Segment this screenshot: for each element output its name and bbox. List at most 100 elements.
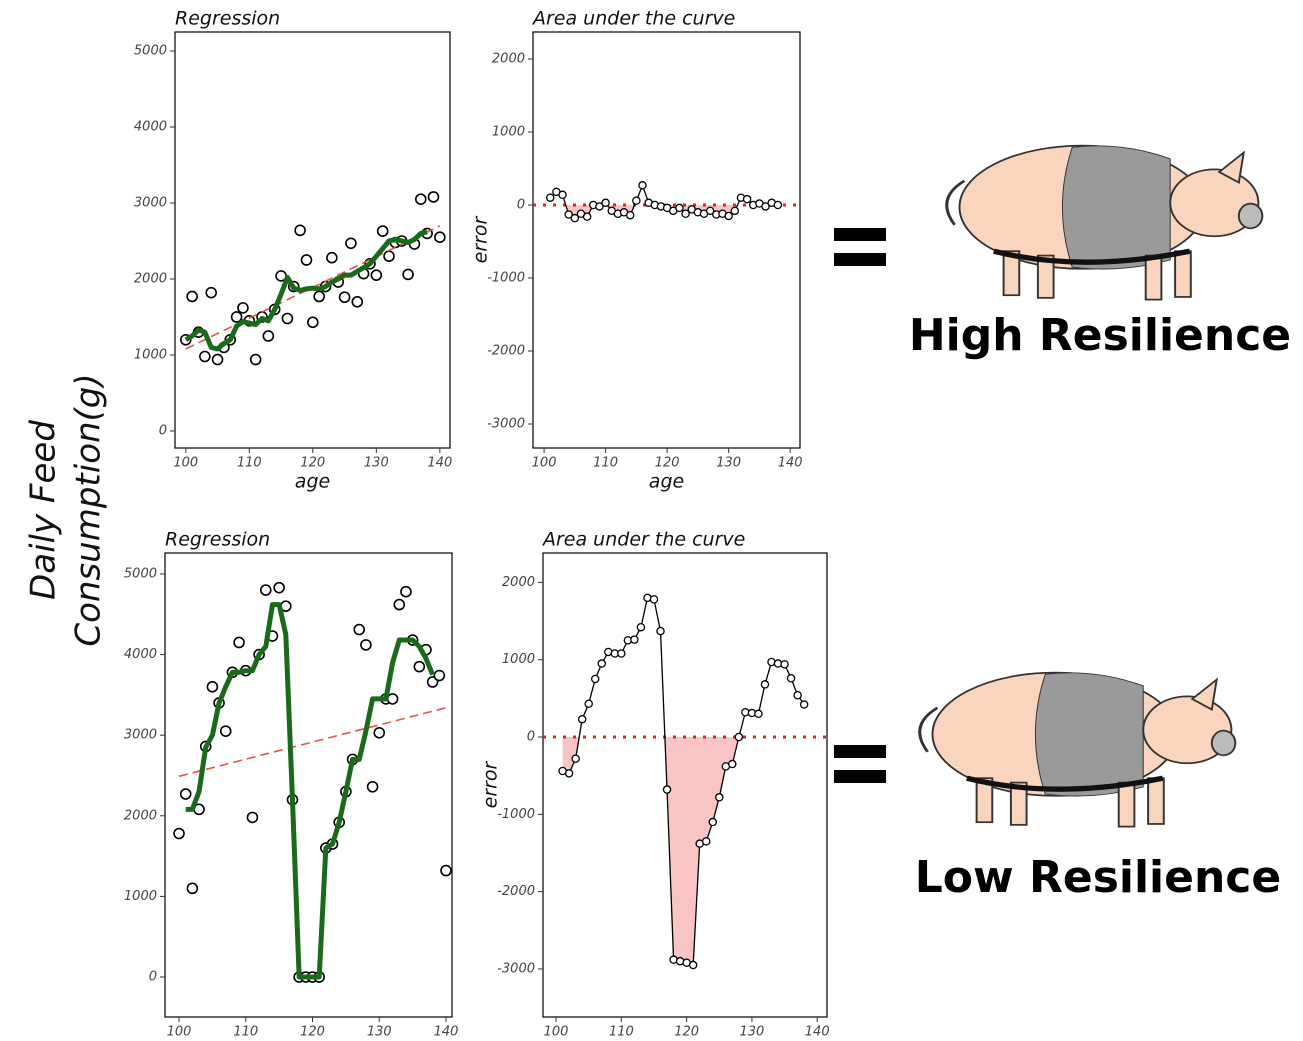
y-tick-label: 1000	[134, 347, 167, 362]
y-tick-label: 0	[159, 423, 167, 438]
x-tick-label: 130	[716, 456, 741, 471]
data-point	[314, 291, 324, 301]
data-point	[735, 733, 742, 740]
chart: Area under the curveageerror100110120130…	[480, 529, 830, 1041]
data-point	[566, 770, 573, 777]
data-point	[709, 818, 716, 825]
data-point	[354, 625, 364, 635]
x-tick-label: 120	[674, 1025, 699, 1040]
chart-title: Area under the curve	[531, 8, 735, 30]
pig-high	[947, 146, 1263, 300]
data-point	[729, 760, 736, 767]
y-tick-label: 4000	[124, 647, 157, 662]
x-tick-label: 130	[740, 1025, 765, 1040]
y-tick-label: -3000	[497, 961, 535, 976]
data-point	[282, 314, 292, 324]
chart-title: Area under the curve	[541, 529, 745, 551]
data-point	[384, 251, 394, 261]
y-tick-label: 2000	[492, 52, 525, 67]
data-point	[725, 212, 732, 219]
data-point	[234, 637, 244, 647]
x-axis-label: age	[649, 471, 684, 493]
data-point	[584, 213, 591, 220]
y-axis-label: error	[480, 760, 502, 808]
data-point	[394, 600, 404, 610]
data-point	[663, 786, 670, 793]
y-axis-label: Daily Feed	[24, 420, 64, 600]
data-point	[592, 675, 599, 682]
x-tick-label: 100	[173, 456, 198, 471]
x-tick-label: 140	[778, 456, 803, 471]
x-tick-label: 140	[805, 1025, 830, 1040]
data-point	[602, 199, 609, 206]
data-point	[261, 585, 271, 595]
data-point	[308, 317, 318, 327]
y-tick-label: 0	[517, 197, 525, 212]
data-point	[716, 794, 723, 801]
chart-title: Regression	[175, 8, 280, 30]
data-point	[572, 755, 579, 762]
equals-sign	[834, 228, 886, 241]
x-tick-label: 140	[434, 1025, 459, 1040]
data-point	[547, 194, 554, 201]
equals-sign	[834, 745, 886, 758]
data-point	[295, 225, 305, 235]
y-tick-label: -3000	[487, 416, 525, 431]
data-point	[274, 583, 284, 593]
data-point	[346, 238, 356, 248]
data-point	[633, 197, 640, 204]
y-tick-label: 1000	[124, 889, 157, 904]
data-point	[187, 291, 197, 301]
data-point	[371, 270, 381, 280]
data-point	[361, 640, 371, 650]
data-point	[559, 191, 566, 198]
data-point	[174, 829, 184, 839]
x-tick-label: 120	[655, 456, 680, 471]
data-point	[801, 701, 808, 708]
data-point	[251, 355, 261, 365]
data-point	[650, 596, 657, 603]
data-point	[676, 204, 683, 211]
data-point	[434, 671, 444, 681]
equals-sign	[834, 253, 886, 266]
data-point	[794, 692, 801, 699]
data-point	[435, 232, 445, 242]
data-point	[598, 660, 605, 667]
x-tick-label: 100	[532, 456, 557, 471]
data-point	[774, 201, 781, 208]
x-tick-label: 130	[364, 456, 389, 471]
data-point	[414, 662, 424, 672]
data-point	[618, 650, 625, 657]
data-point	[207, 682, 217, 692]
y-tick-label: 0	[527, 729, 535, 744]
data-point	[232, 312, 242, 322]
data-point	[428, 192, 438, 202]
chart: Area under the curveageerror100110120130…	[470, 8, 803, 493]
smooth-line	[186, 605, 433, 977]
data-point	[703, 838, 710, 845]
x-tick-label: 110	[593, 456, 618, 471]
data-point	[340, 292, 350, 302]
plot-frame	[533, 32, 800, 448]
data-point	[181, 789, 191, 799]
data-point	[221, 726, 231, 736]
y-tick-label: -2000	[497, 884, 535, 899]
data-point	[374, 728, 384, 738]
data-point	[657, 627, 664, 634]
x-tick-label: 110	[609, 1025, 634, 1040]
data-point	[731, 207, 738, 214]
trend-line	[179, 708, 446, 777]
x-tick-label: 100	[167, 1025, 192, 1040]
x-tick-label: 120	[300, 456, 325, 471]
x-tick-label: 130	[367, 1025, 392, 1040]
y-tick-label: 0	[149, 970, 157, 985]
data-point	[690, 961, 697, 968]
y-tick-label: 5000	[134, 43, 167, 58]
x-tick-label: 140	[427, 456, 452, 471]
data-point	[743, 196, 750, 203]
data-point	[787, 675, 794, 682]
y-tick-label: 3000	[124, 728, 157, 743]
data-point	[352, 297, 362, 307]
y-tick-label: 5000	[124, 566, 157, 581]
y-tick-label: 2000	[134, 271, 167, 286]
